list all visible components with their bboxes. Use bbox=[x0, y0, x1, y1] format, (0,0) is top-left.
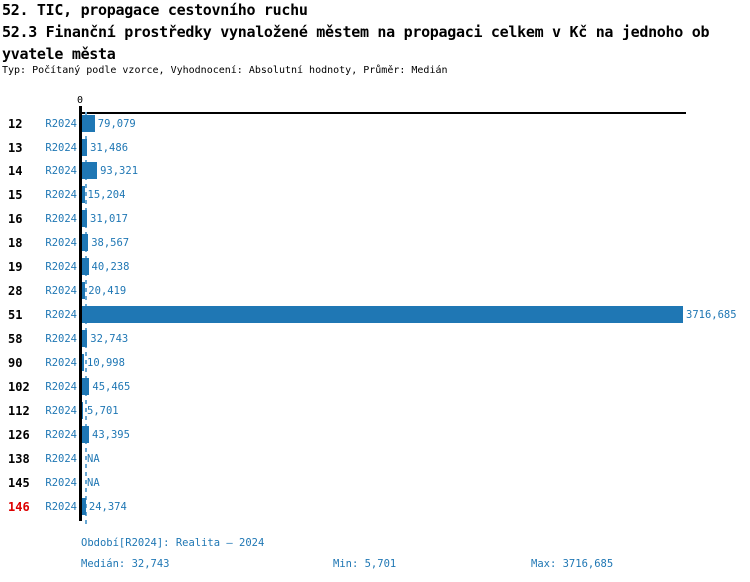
bar-row: 15 R2024 15,204 bbox=[0, 183, 750, 207]
value-label: 10,998 bbox=[87, 357, 125, 370]
value-label: 31,486 bbox=[90, 141, 129, 154]
value-label: 38,567 bbox=[91, 237, 130, 250]
value-label: 15,204 bbox=[87, 189, 126, 202]
row-id-label: 18 bbox=[8, 236, 23, 251]
value-label: 79,079 bbox=[97, 117, 136, 130]
row-id-label: 58 bbox=[8, 332, 23, 347]
bar-row: 146 R2024 24,374 bbox=[0, 495, 750, 519]
row-id-label: 14 bbox=[8, 164, 23, 179]
value-label: 24,374 bbox=[88, 501, 127, 513]
value-bar bbox=[82, 114, 95, 132]
value-label: 40,238 bbox=[91, 261, 130, 274]
value-label: 32,743 bbox=[90, 333, 129, 346]
bar-row: 14 R2024 93,321 bbox=[0, 159, 750, 183]
chart-title-line-2: yvatele města bbox=[2, 45, 116, 63]
value-bar bbox=[82, 138, 88, 156]
value-label: NA bbox=[87, 453, 100, 466]
bar-row: 126 R2024 43,395 bbox=[0, 423, 750, 447]
bar-row: 51 R2024 3716,685 bbox=[0, 303, 750, 327]
value-label: NA bbox=[87, 477, 100, 489]
row-id-label: 51 bbox=[8, 308, 23, 323]
bar-row: 19 R2024 40,238 bbox=[0, 255, 750, 279]
row-period-label: R2024 bbox=[45, 189, 77, 202]
row-id-label: 15 bbox=[8, 188, 23, 203]
value-bar bbox=[82, 210, 87, 228]
x-axis-zero-tick-label: 0 bbox=[76, 95, 84, 106]
value-label: 45,465 bbox=[92, 381, 131, 394]
value-bar bbox=[82, 186, 85, 204]
bar-row: 138 R2024 NA bbox=[0, 447, 750, 471]
bar-row: 18 R2024 38,567 bbox=[0, 231, 750, 255]
chart-subtitle: Typ: Počítaný podle vzorce, Vyhodnocení:… bbox=[2, 65, 448, 76]
value-label: 20,419 bbox=[88, 285, 127, 298]
bar-row: 112 R2024 5,701 bbox=[0, 399, 750, 423]
bar-row: 102 R2024 45,465 bbox=[0, 375, 750, 399]
row-period-label: R2024 bbox=[45, 285, 77, 298]
x-axis-line bbox=[80, 112, 686, 114]
chart-title-line-1: 52.3 Finanční prostředky vynaložené měst… bbox=[2, 23, 710, 41]
row-period-label: R2024 bbox=[45, 237, 77, 250]
row-id-label: 112 bbox=[8, 404, 30, 419]
bar-row: 58 R2024 32,743 bbox=[0, 327, 750, 351]
bar-row: 12 R2024 79,079 bbox=[0, 112, 750, 136]
row-period-label: R2024 bbox=[45, 141, 77, 154]
row-id-label: 138 bbox=[8, 452, 30, 467]
bar-row: 145 R2024 NA bbox=[0, 471, 750, 495]
value-bar bbox=[82, 306, 683, 324]
row-period-label: R2024 bbox=[45, 477, 77, 489]
value-label: 43,395 bbox=[92, 429, 130, 442]
row-period-label: R2024 bbox=[45, 501, 77, 513]
bar-row: 28 R2024 20,419 bbox=[0, 279, 750, 303]
row-period-label: R2024 bbox=[45, 381, 77, 394]
row-id-label: 145 bbox=[8, 476, 30, 490]
row-id-label: 28 bbox=[8, 284, 23, 299]
row-period-label: R2024 bbox=[45, 213, 77, 226]
footer-min-stat: Min: 5,701 bbox=[333, 558, 397, 570]
footer-max-stat: Max: 3716,685 bbox=[531, 558, 614, 570]
row-id-label: 102 bbox=[8, 380, 30, 395]
row-id-label: 19 bbox=[8, 260, 23, 275]
value-label: 93,321 bbox=[100, 165, 139, 178]
footer-median-stat: Medián: 32,743 bbox=[81, 558, 170, 570]
value-bar bbox=[82, 330, 88, 348]
value-bar bbox=[82, 426, 89, 444]
row-id-label: 13 bbox=[8, 140, 23, 155]
row-id-label: 12 bbox=[8, 116, 23, 131]
page-title: 52. TIC, propagace cestovního ruchu bbox=[2, 1, 308, 19]
row-period-label: R2024 bbox=[45, 405, 77, 418]
row-id-label: 146 bbox=[8, 500, 30, 514]
y-axis-line bbox=[79, 106, 82, 521]
footer-period-info: Období[R2024]: Realita – 2024 bbox=[81, 537, 265, 549]
row-period-label: R2024 bbox=[45, 333, 77, 346]
value-bar bbox=[82, 354, 84, 372]
row-period-label: R2024 bbox=[45, 309, 77, 322]
value-bar bbox=[82, 498, 86, 515]
row-id-label: 90 bbox=[8, 356, 23, 371]
value-label: 31,017 bbox=[90, 213, 128, 226]
row-period-label: R2024 bbox=[45, 453, 77, 466]
value-label: 5,701 bbox=[87, 405, 119, 418]
row-period-label: R2024 bbox=[45, 357, 77, 370]
row-id-label: 126 bbox=[8, 428, 30, 443]
value-label: 3716,685 bbox=[686, 309, 737, 322]
value-bar bbox=[82, 282, 86, 300]
row-period-label: R2024 bbox=[45, 429, 77, 442]
row-period-label: R2024 bbox=[45, 165, 77, 178]
row-period-label: R2024 bbox=[45, 261, 77, 274]
value-bar bbox=[82, 402, 83, 420]
bar-row: 16 R2024 31,017 bbox=[0, 207, 750, 231]
value-bar bbox=[82, 234, 89, 252]
row-id-label: 16 bbox=[8, 212, 23, 227]
value-bar bbox=[82, 258, 89, 276]
value-bar bbox=[82, 378, 90, 396]
row-period-label: R2024 bbox=[45, 117, 77, 130]
value-bar bbox=[82, 162, 98, 180]
bar-row: 13 R2024 31,486 bbox=[0, 136, 750, 160]
bar-row: 90 R2024 10,998 bbox=[0, 351, 750, 375]
